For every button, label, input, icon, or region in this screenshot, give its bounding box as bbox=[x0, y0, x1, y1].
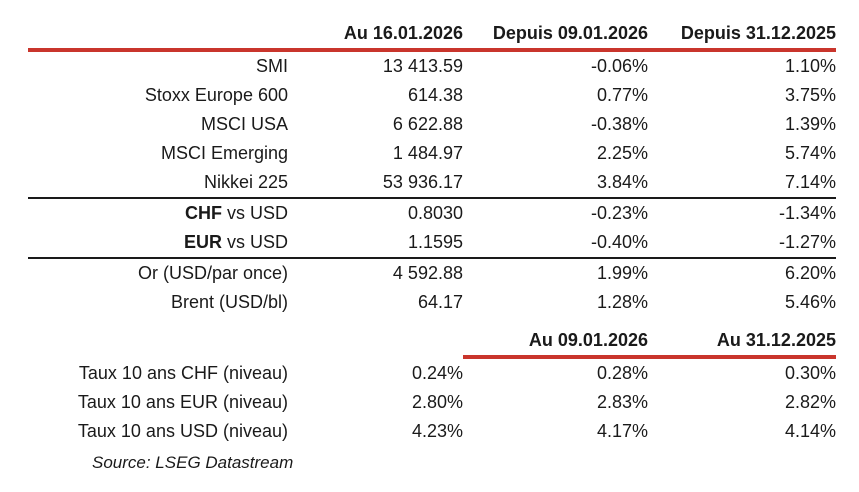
row-label: Taux 10 ans EUR (niveau) bbox=[28, 388, 288, 417]
cell-ytd-level: 2.82% bbox=[784, 392, 836, 412]
column-header-level-date: Au 16.01.2026 bbox=[343, 23, 463, 43]
row-label-bold: EUR bbox=[183, 232, 222, 252]
column-header-change-week: Depuis 09.01.2026 bbox=[492, 23, 648, 43]
row-label-text: Or (USD/par once) bbox=[137, 263, 288, 283]
cell-level: 1 484.97 bbox=[392, 143, 463, 163]
row-label: EUR vs USD bbox=[28, 228, 288, 257]
row-label-text: Stoxx Europe 600 bbox=[144, 85, 288, 105]
cell-change-ytd: -1.27% bbox=[778, 232, 836, 252]
cell-change-ytd: 5.46% bbox=[784, 292, 836, 312]
source-note: Source: LSEG Datastream bbox=[92, 453, 294, 472]
row-label: Or (USD/par once) bbox=[28, 259, 288, 288]
cell-week-level: 4.17% bbox=[596, 421, 648, 441]
row-label: Taux 10 ans USD (niveau) bbox=[28, 417, 288, 446]
column-header-rates-week: Au 09.01.2026 bbox=[528, 330, 648, 350]
cell-level: 2.80% bbox=[411, 392, 463, 412]
header-spacer-cell bbox=[28, 18, 288, 48]
cell-level: 614.38 bbox=[407, 85, 463, 105]
row-label-text: MSCI USA bbox=[200, 114, 288, 134]
header-underline-rule bbox=[28, 48, 836, 52]
row-label-text: Taux 10 ans CHF (niveau) bbox=[78, 363, 288, 383]
row-label-text: Brent (USD/bl) bbox=[170, 292, 288, 312]
row-label-text: MSCI Emerging bbox=[160, 143, 288, 163]
cell-change-week: 3.84% bbox=[596, 172, 648, 192]
section-divider bbox=[28, 197, 836, 199]
cell-level: 0.24% bbox=[411, 363, 463, 383]
row-label-text: vs USD bbox=[221, 203, 288, 223]
cell-change-week: 0.77% bbox=[596, 85, 648, 105]
cell-change-week: -0.23% bbox=[590, 203, 648, 223]
cell-change-ytd: 5.74% bbox=[784, 143, 836, 163]
cell-week-level: 0.28% bbox=[596, 363, 648, 383]
cell-level: 6 622.88 bbox=[392, 114, 463, 134]
row-label: Brent (USD/bl) bbox=[28, 288, 288, 317]
row-label: SMI bbox=[28, 52, 288, 81]
cell-level: 0.8030 bbox=[407, 203, 463, 223]
cell-change-ytd: -1.34% bbox=[778, 203, 836, 223]
cell-change-week: -0.06% bbox=[590, 56, 648, 76]
cell-change-ytd: 1.10% bbox=[784, 56, 836, 76]
cell-week-level: 2.83% bbox=[596, 392, 648, 412]
row-label-text: SMI bbox=[255, 56, 288, 76]
cell-level: 53 936.17 bbox=[382, 172, 463, 192]
cell-change-ytd: 1.39% bbox=[784, 114, 836, 134]
row-label-text: Taux 10 ans USD (niveau) bbox=[77, 421, 288, 441]
cell-change-week: -0.40% bbox=[590, 232, 648, 252]
column-header-change-ytd: Depuis 31.12.2025 bbox=[680, 23, 836, 43]
row-label: Nikkei 225 bbox=[28, 168, 288, 197]
cell-change-week: 2.25% bbox=[596, 143, 648, 163]
cell-level: 13 413.59 bbox=[382, 56, 463, 76]
cell-change-ytd: 7.14% bbox=[784, 172, 836, 192]
cell-change-week: -0.38% bbox=[590, 114, 648, 134]
cell-level: 1.1595 bbox=[407, 232, 463, 252]
cell-change-ytd: 6.20% bbox=[784, 263, 836, 283]
section-gap bbox=[28, 317, 836, 325]
cell-change-week: 1.28% bbox=[596, 292, 648, 312]
rates-header-underline-rule bbox=[463, 355, 836, 359]
row-label: MSCI USA bbox=[28, 110, 288, 139]
row-label-text: Taux 10 ans EUR (niveau) bbox=[77, 392, 288, 412]
cell-level: 4.23% bbox=[411, 421, 463, 441]
cell-change-week: 1.99% bbox=[596, 263, 648, 283]
row-label-text: Nikkei 225 bbox=[203, 172, 288, 192]
cell-level: 4 592.88 bbox=[392, 263, 463, 283]
cell-level: 64.17 bbox=[417, 292, 463, 312]
header-spacer-cell bbox=[288, 325, 463, 355]
row-label: Stoxx Europe 600 bbox=[28, 81, 288, 110]
row-label: CHF vs USD bbox=[28, 199, 288, 228]
cell-ytd-level: 0.30% bbox=[784, 363, 836, 383]
section-divider bbox=[28, 257, 836, 259]
header-spacer-cell bbox=[28, 325, 288, 355]
cell-change-ytd: 3.75% bbox=[784, 85, 836, 105]
market-table: Au 16.01.2026 Depuis 09.01.2026 Depuis 3… bbox=[28, 18, 836, 446]
row-label-bold: CHF bbox=[184, 203, 222, 223]
column-header-rates-ytd: Au 31.12.2025 bbox=[716, 330, 836, 350]
row-label: Taux 10 ans CHF (niveau) bbox=[28, 359, 288, 388]
cell-ytd-level: 4.14% bbox=[784, 421, 836, 441]
row-label: MSCI Emerging bbox=[28, 139, 288, 168]
row-label-text: vs USD bbox=[221, 232, 288, 252]
